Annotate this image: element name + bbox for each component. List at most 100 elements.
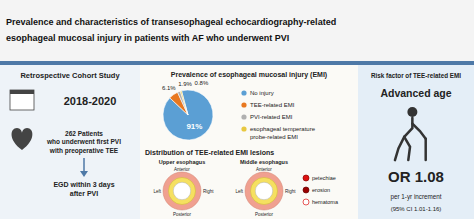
pie-slice [180,91,188,115]
lesion-key-line: petechiae [312,175,336,181]
title-band [0,0,474,61]
direction-line: Left [235,189,243,194]
ring-middle [251,178,278,205]
section-title-line: Distribution of TEE-related EMI lesions [145,149,274,156]
ring-outer [245,172,283,210]
risk-factor-line: Advanced age [380,87,451,99]
data-label-line: 1.9% [178,81,192,87]
note-line: per 1-yr increment [390,193,441,201]
lesion-key-marker [303,187,309,193]
arrow [83,158,85,172]
legend-entry-line: probe-related EMI [250,134,298,140]
direction: Right [285,189,296,194]
period: 2018-2020 [64,95,117,107]
diagram-title: Middle esophagus [240,159,288,165]
legend-marker [241,102,246,107]
legend-entry: TEE-related EMI [250,102,295,108]
direction-line: Right [203,189,214,194]
ring-outer [163,172,201,210]
lesion-key-marker [303,175,309,181]
section-title: Prevalence of esophageal mucosal injury … [171,71,327,79]
ring-inner [255,182,272,199]
panel-title: Retrospective Cohort Study [20,71,120,80]
lesion-key-marker [303,199,309,205]
legend: No injury TEE-related EMI PVI-related EMI e… [241,90,315,140]
data-label: 6.1% [162,85,176,91]
left-panel [0,65,140,219]
data-label-line: 91% [186,122,202,131]
diagram-title-line: Upper esophagus [159,159,205,165]
data-label: 0.8% [195,80,209,86]
person-leg [404,137,410,160]
cohort-line: with preoperative TEE [49,147,119,155]
diagram-title: Upper esophagus [159,159,205,165]
heart-icon [12,128,33,150]
separator [0,61,474,65]
person-icon [395,118,426,160]
direction: Anterior [174,167,190,172]
data-label: 1.9% [178,81,192,87]
section-title: Distribution of TEE-related EMI lesions [145,149,274,156]
panel-title-line: Retrospective Cohort Study [20,71,120,80]
pie-slice [163,90,213,140]
title-line: Prevalence and characteristics of transe… [6,17,336,27]
esophagus-diagram [245,172,283,210]
panel-title-line: Risk factor of TEE-related EMI [371,72,461,79]
middle-panel [140,65,358,219]
direction-line: Anterior [174,167,190,172]
legend-entry-line: PVI-related EMI [250,114,293,120]
cohort-line: 262 Patients [65,130,103,137]
direction: Left [153,189,161,194]
procedure-line: after PVI [70,190,98,197]
legend-marker [241,126,246,131]
title: Prevalence and characteristics of transe… [6,17,336,43]
direction: Anterior [256,167,272,172]
odds-ratio: OR 1.08 [388,168,444,185]
cohort-line: who underwent first PVI [46,138,121,145]
calendar-icon [10,90,34,110]
legend-entry-line: TEE-related EMI [250,102,295,108]
section-title-line: Prevalence of esophageal mucosal injury … [171,71,327,79]
ring-middle [169,178,196,205]
direction-line: Left [153,189,161,194]
period-line: 2018-2020 [64,95,117,107]
legend-entry-line: esophageal temperature [250,126,316,132]
note: per 1-yr increment [390,193,441,201]
legend-entry-line: No injury [250,90,274,96]
note: (95% CI 1.01-1.16) [391,206,442,212]
lesion-key: petechiae [312,175,336,181]
cohort: 262 Patientswho underwent first PVI with … [46,130,121,155]
data-label-line: 0.8% [195,80,209,86]
data-label-line: 6.1% [162,85,176,91]
arrow-head [80,171,88,177]
procedure: EGD within 3 daysafter PVI [53,181,114,197]
diagram-title-line: Middle esophagus [240,159,288,165]
legend-entry: No injury [250,90,274,96]
pie-slice [178,91,188,115]
lesion-key: erosion [312,187,330,193]
person-cane [424,139,427,160]
calendar-icon-bar [10,90,34,94]
person-leg [395,137,404,160]
legend-marker [241,90,246,95]
direction: Posterior [255,212,274,217]
lesion-key: hematoma [312,199,339,205]
direction-line: Posterior [255,212,274,217]
direction-line: Right [285,189,296,194]
ring-inner [173,182,190,199]
person-head [407,107,417,117]
lesion-key-line: erosion [312,187,330,193]
esophagus-diagram [163,172,201,210]
procedure-line: EGD within 3 days [53,181,114,189]
person-body [404,118,412,137]
right-panel [358,65,474,219]
person-arm [412,124,425,139]
legend-marker [241,114,246,119]
risk-factor: Advanced age [380,87,451,99]
direction: Posterior [173,212,192,217]
pie [163,90,213,140]
odds-ratio-line: OR 1.08 [388,168,444,185]
legend-entry: PVI-related EMI [250,114,293,120]
data-label: 91% [186,122,202,131]
panel-title: Risk factor of TEE-related EMI [371,72,461,79]
